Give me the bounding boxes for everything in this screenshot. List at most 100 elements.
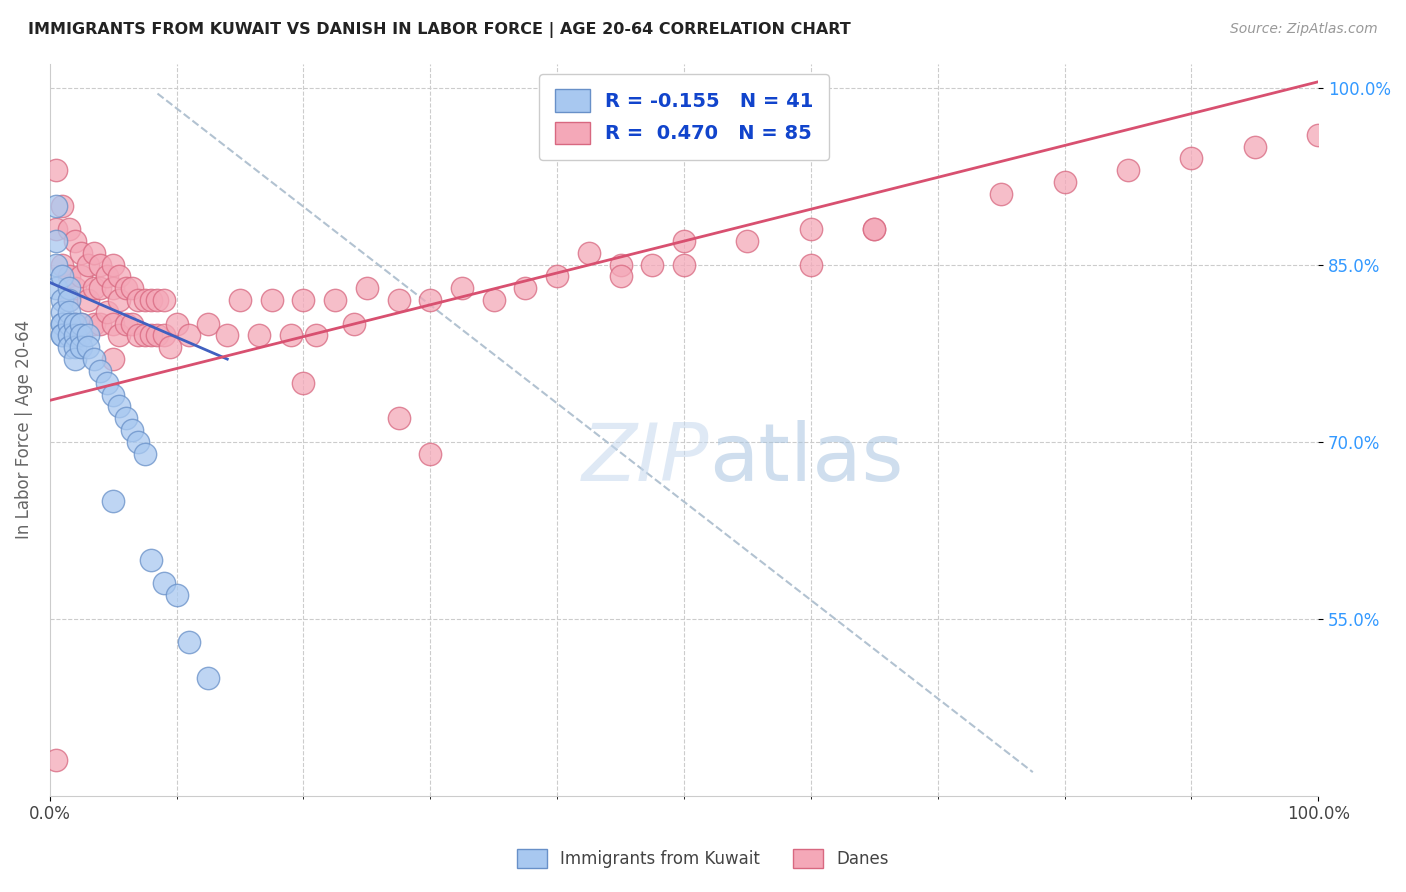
Point bbox=[482, 293, 505, 307]
Point bbox=[70, 317, 93, 331]
Point bbox=[51, 317, 73, 331]
Point bbox=[229, 293, 252, 307]
Point bbox=[45, 281, 67, 295]
Point bbox=[451, 281, 474, 295]
Point bbox=[641, 258, 664, 272]
Point bbox=[114, 281, 136, 295]
Point bbox=[58, 269, 80, 284]
Point bbox=[51, 305, 73, 319]
Point bbox=[1243, 139, 1265, 153]
Point bbox=[108, 399, 131, 413]
Point bbox=[63, 328, 86, 343]
Point bbox=[76, 293, 98, 307]
Point bbox=[166, 588, 188, 602]
Y-axis label: In Labor Force | Age 20-64: In Labor Force | Age 20-64 bbox=[15, 320, 32, 540]
Point bbox=[292, 376, 315, 390]
Point bbox=[101, 493, 124, 508]
Point bbox=[51, 199, 73, 213]
Point bbox=[292, 293, 315, 307]
Point bbox=[153, 576, 176, 591]
Point bbox=[153, 293, 176, 307]
Point bbox=[121, 423, 143, 437]
Point bbox=[134, 328, 156, 343]
Point bbox=[83, 352, 105, 367]
Point bbox=[863, 222, 886, 236]
Point bbox=[70, 246, 93, 260]
Point bbox=[70, 328, 93, 343]
Point bbox=[153, 328, 176, 343]
Point bbox=[51, 293, 73, 307]
Point bbox=[323, 293, 346, 307]
Point bbox=[127, 328, 149, 343]
Point bbox=[101, 281, 124, 295]
Point bbox=[51, 328, 73, 343]
Point bbox=[70, 269, 93, 284]
Point bbox=[609, 258, 631, 272]
Point bbox=[51, 317, 73, 331]
Point bbox=[51, 269, 73, 284]
Point bbox=[387, 411, 409, 425]
Point bbox=[260, 293, 283, 307]
Point bbox=[141, 293, 163, 307]
Point bbox=[63, 234, 86, 248]
Point bbox=[247, 328, 270, 343]
Point bbox=[1116, 163, 1139, 178]
Point bbox=[737, 234, 759, 248]
Point bbox=[83, 246, 105, 260]
Point bbox=[58, 317, 80, 331]
Point bbox=[45, 222, 67, 236]
Point bbox=[166, 317, 188, 331]
Point bbox=[63, 281, 86, 295]
Point bbox=[1053, 175, 1076, 189]
Point bbox=[89, 317, 111, 331]
Point bbox=[89, 281, 111, 295]
Point bbox=[197, 671, 219, 685]
Point bbox=[179, 635, 201, 649]
Point bbox=[51, 258, 73, 272]
Point bbox=[63, 317, 86, 331]
Point bbox=[58, 293, 80, 307]
Point bbox=[419, 293, 441, 307]
Point bbox=[141, 552, 163, 566]
Point bbox=[76, 340, 98, 354]
Text: atlas: atlas bbox=[710, 420, 904, 498]
Point bbox=[63, 340, 86, 354]
Point bbox=[45, 234, 67, 248]
Point bbox=[108, 293, 131, 307]
Point bbox=[58, 293, 80, 307]
Point bbox=[45, 258, 67, 272]
Point bbox=[280, 328, 302, 343]
Point bbox=[96, 376, 118, 390]
Point bbox=[63, 352, 86, 367]
Point bbox=[343, 317, 366, 331]
Point bbox=[83, 281, 105, 295]
Point bbox=[387, 293, 409, 307]
Point bbox=[58, 328, 80, 343]
Text: Source: ZipAtlas.com: Source: ZipAtlas.com bbox=[1230, 22, 1378, 37]
Point bbox=[96, 305, 118, 319]
Point bbox=[305, 328, 328, 343]
Point bbox=[89, 258, 111, 272]
Point bbox=[89, 364, 111, 378]
Point bbox=[101, 258, 124, 272]
Point bbox=[114, 411, 136, 425]
Point bbox=[121, 317, 143, 331]
Point bbox=[76, 328, 98, 343]
Text: ZIP: ZIP bbox=[582, 420, 710, 498]
Point bbox=[51, 328, 73, 343]
Point bbox=[134, 293, 156, 307]
Point bbox=[990, 186, 1012, 201]
Point bbox=[58, 222, 80, 236]
Point bbox=[546, 269, 568, 284]
Text: IMMIGRANTS FROM KUWAIT VS DANISH IN LABOR FORCE | AGE 20-64 CORRELATION CHART: IMMIGRANTS FROM KUWAIT VS DANISH IN LABO… bbox=[28, 22, 851, 38]
Point bbox=[58, 305, 80, 319]
Point bbox=[70, 317, 93, 331]
Point bbox=[146, 293, 169, 307]
Point bbox=[127, 434, 149, 449]
Point bbox=[101, 352, 124, 367]
Point bbox=[108, 328, 131, 343]
Point bbox=[863, 222, 886, 236]
Point bbox=[609, 269, 631, 284]
Point bbox=[800, 258, 823, 272]
Legend: R = -0.155   N = 41, R =  0.470   N = 85: R = -0.155 N = 41, R = 0.470 N = 85 bbox=[538, 74, 830, 160]
